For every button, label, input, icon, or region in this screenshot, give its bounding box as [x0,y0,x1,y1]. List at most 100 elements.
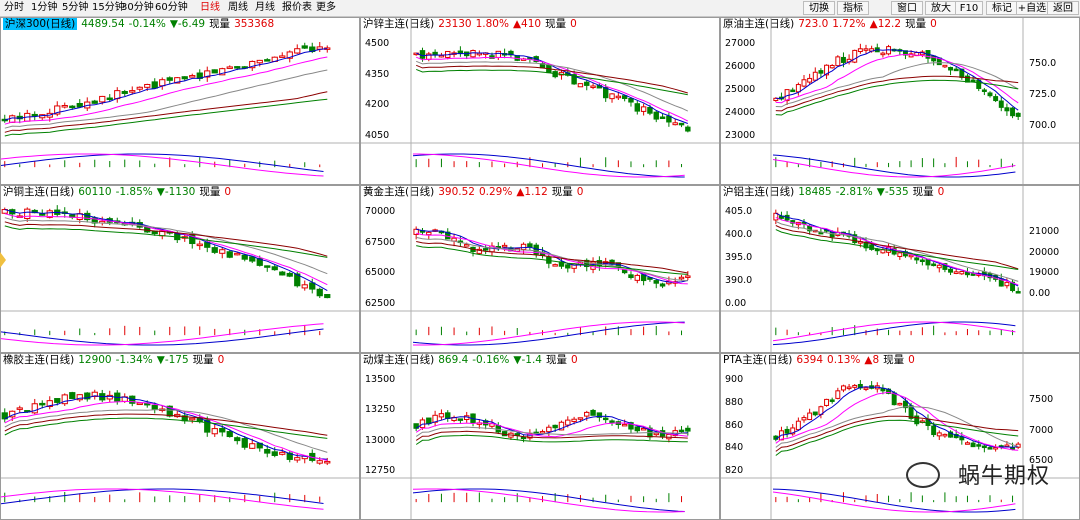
moving-average-line [415,434,688,445]
moving-average-line [4,225,328,258]
tab-period[interactable]: 月线 [255,2,275,13]
change-value: ▲410 [512,18,542,30]
toolbar-button[interactable]: 指标 [837,1,869,15]
candle [9,208,16,219]
collapse-handle[interactable] [0,252,6,268]
candle [558,420,565,431]
panel-title: 沪深300(日线) 4489.54 -0.14% ▼-6.49 现量 353368 [1,18,278,31]
moving-average-line [416,232,688,285]
toolbar-button[interactable]: 返回 [1047,1,1079,15]
candle [818,405,824,419]
chart-panel-p9[interactable]: PTA主连(日线) 6394 0.13% ▲8 现量 0 900 880 860 840 820 75… [720,353,1080,520]
chart-panel-p8[interactable]: 动煤主连(日线) 869.4 -0.16% ▼-1.4 现量 0 13500 13250 130… [360,353,720,520]
tab-period[interactable]: 15分钟 [92,2,125,13]
tab-period[interactable]: 日线 [200,2,220,13]
moving-average-line [775,220,1019,282]
moving-average-line [415,430,688,441]
left-axis-tick: 900 [725,374,744,385]
candle [790,424,796,436]
candle [1004,103,1010,116]
candle [129,86,136,95]
candle [76,99,83,108]
change-value: ▲12.2 [869,18,902,30]
candle [863,387,869,392]
tab-period[interactable]: 报价表 [282,2,312,13]
candle [653,110,659,123]
change-percent: -0.14% [128,18,166,30]
toolbar-button[interactable]: 窗口 [891,1,923,15]
last-price: 12900 [78,354,112,366]
candle [634,426,641,433]
left-axis-tick: 13000 [365,434,396,446]
chart-panel-p2[interactable]: 沪锌主连(日线) 23130 1.80% ▲410 现量 0 4500 4350 4200 405… [360,17,720,185]
candle [527,241,533,251]
candle [628,97,634,107]
chart-panel-p3[interactable]: 原油主连(日线) 723.0 1.72% ▲12.2 现量 0 27000 26000 2500… [720,17,1080,185]
toolbar-button[interactable]: 切换 [803,1,835,15]
toolbar-button[interactable]: +自选 [1016,1,1048,15]
change-percent: 1.80% [475,18,509,30]
chart-panel-p7[interactable]: 橡胶主连(日线) 12900 -1.34% ▼-175 现量 0 [0,353,360,520]
candle [279,52,286,58]
candle [685,125,691,133]
candle [432,228,438,232]
left-axis-tick: 65000 [365,267,396,279]
candle [264,445,271,458]
candle [615,420,622,429]
candle [159,77,166,90]
candle [166,76,173,85]
moving-average-line [775,49,1019,111]
toolbar-button[interactable]: 标记 [986,1,1018,15]
candle [784,89,790,105]
chart-panel-p4[interactable]: 沪铜主连(日线) 60110 -1.85% ▼-1130 现量 0 [0,185,360,353]
volume-value: 0 [217,354,225,366]
candle [857,43,863,54]
candle [998,97,1004,112]
moving-average-line [4,409,328,453]
volume-label: 现量 [551,186,573,198]
candle [445,410,451,422]
indicator-line [772,321,1016,346]
tab-period[interactable]: 60分钟 [155,2,188,13]
kline-chart [1,389,359,510]
candle [495,50,502,61]
indicator-line [772,491,1016,513]
candle [16,405,23,414]
chart-panel-p5[interactable]: 黄金主连(日线) 390.52 0.29% ▲1.12 现量 0 70000 67500 650… [360,185,720,353]
instrument-name: PTA主连(日线) [723,354,793,366]
candle [936,264,942,273]
tab-period[interactable]: 1分钟 [31,2,58,13]
candle [584,79,590,91]
tab-period[interactable]: 周线 [228,2,248,13]
candle [790,87,796,93]
moving-average-line [415,426,688,437]
volume-label: 现量 [905,18,927,30]
candle [948,267,954,276]
tab-period[interactable]: 5分钟 [62,2,89,13]
candle [659,282,666,289]
last-price: 869.4 [438,354,469,366]
candle [628,271,634,280]
candle [621,94,628,102]
right-axis-tick: 20000 [1029,246,1060,258]
chart-panel-p1[interactable]: 沪深300(日线) 4489.54 -0.14% ▼-6.49 现量 353368 [0,17,360,185]
candle [852,49,858,64]
candle [61,102,68,109]
change-percent: 0.13% [827,354,861,366]
toolbar-button[interactable]: F10 [955,1,983,15]
chart-panel-p6[interactable]: 沪铝主连(日线) 18485 -2.81% ▼-535 现量 0 405.0 400.0 395… [720,185,1080,353]
candle [286,271,293,278]
candle [964,441,970,445]
candle [114,87,121,103]
moving-average-line [415,422,688,438]
candle [925,258,931,270]
toolbar-button[interactable]: 放大 [925,1,957,15]
candle [84,210,91,223]
candle [286,451,293,463]
change-percent: -0.16% [472,354,510,366]
tab-period[interactable]: 更多 [316,2,336,13]
tab-period[interactable]: 30分钟 [121,2,154,13]
candle [824,64,830,80]
candle [61,393,68,406]
tab-period[interactable]: 分时 [4,2,24,13]
